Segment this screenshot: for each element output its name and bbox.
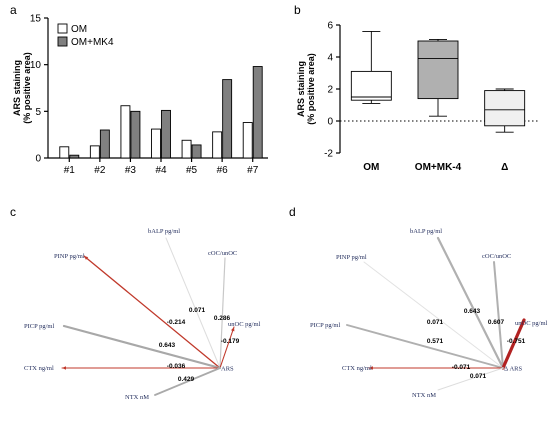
bar	[212, 131, 223, 159]
edge-coefficient: 0.071	[470, 373, 487, 380]
network-diagram-c: ARS bALP pg/ml 0.071 cOC/unOC 0.286 PINP pg/m…	[24, 228, 261, 401]
edge-line	[83, 255, 221, 369]
box	[484, 90, 526, 127]
box	[350, 70, 392, 101]
edge-arrowhead	[231, 327, 235, 332]
box-plot-b: -2 0 2 4 6 ARS staining(% positive area) OM OM+…	[296, 21, 540, 173]
x-tick-label: #5	[186, 165, 198, 176]
legend-label: OM+MK4	[71, 37, 114, 48]
node-label: PICP pg/ml	[24, 323, 54, 330]
bar	[222, 79, 233, 159]
x-tick-label: #6	[217, 165, 229, 176]
bar	[89, 145, 100, 159]
edge-arrowhead	[369, 366, 373, 370]
bar	[120, 105, 131, 159]
edge-coefficient: -0.071	[452, 364, 471, 371]
edge-line	[493, 261, 504, 369]
edge-coefficient: 0.071	[189, 307, 206, 314]
panel-label-d: d	[289, 205, 296, 219]
node-label: NTX nM	[125, 394, 149, 401]
y-axis-label: ARS staining(% positive area)	[12, 52, 32, 124]
node-label: PINP pg/ml	[54, 253, 85, 260]
edge-arrowhead	[520, 320, 525, 325]
edge-line	[62, 324, 222, 370]
panel-label-a: a	[10, 3, 17, 17]
panel-label-b: b	[294, 3, 301, 17]
bar	[161, 109, 171, 159]
y-tick-label: 5	[35, 107, 41, 118]
node-label: unOC pg/ml	[228, 321, 261, 328]
edge-line	[437, 367, 504, 391]
x-tick-label: #7	[247, 165, 259, 176]
edge-line	[165, 237, 221, 369]
edge-coefficient: -0.036	[167, 363, 186, 370]
x-tick-label: Δ	[501, 162, 508, 173]
node-label: unOC pg/ml	[515, 320, 548, 327]
y-tick-label: 6	[327, 21, 333, 32]
bar	[59, 146, 70, 159]
x-tick-label: #2	[94, 165, 106, 176]
edge-arrowhead	[62, 366, 66, 370]
node-label: PICP pg/ml	[310, 322, 340, 329]
node-label: bALP pg/ml	[148, 228, 180, 235]
bar	[151, 128, 161, 159]
y-tick-label: 4	[327, 53, 333, 64]
legend-swatch	[57, 23, 68, 34]
node-label: cOC/unOC	[482, 253, 511, 260]
bar	[181, 139, 192, 159]
edge-coefficient: 0.643	[159, 342, 176, 349]
edge-arrowhead	[84, 256, 89, 260]
node-label: CTX ng/ml	[342, 365, 372, 372]
x-tick-label: #4	[155, 165, 167, 176]
y-axis-label: ARS staining(% positive area)	[296, 53, 316, 125]
y-tick-label: 0	[327, 117, 333, 128]
network-diagram-d: Δ ARS bALP pg/ml 0.643 cOC/unOC 0.607 PINP pg…	[310, 228, 548, 399]
node-label: bALP pg/ml	[410, 228, 442, 235]
edge-coefficient: 0.429	[178, 376, 195, 383]
y-tick-label: 0	[35, 154, 41, 165]
x-tick-label: #3	[125, 165, 137, 176]
edge-coefficient: 0.071	[427, 319, 444, 326]
edge-coefficient: -0.214	[167, 319, 186, 326]
bar-chart-a: 0 5 10 15 ARS staining(% positive area) #1 #2 #…	[12, 14, 268, 176]
panel-label-c: c	[10, 205, 16, 219]
bar	[191, 144, 202, 159]
edge-line	[154, 367, 221, 396]
x-tick-label: #1	[64, 165, 76, 176]
center-node-label: Δ ARS	[504, 366, 522, 373]
bar	[130, 110, 141, 159]
x-tick-label: OM+MK-4	[415, 162, 462, 173]
center-node-label: ARS	[221, 366, 234, 373]
box	[417, 40, 459, 100]
edge-coefficient: 0.286	[214, 315, 231, 322]
node-label: PINP pg/ml	[336, 254, 367, 261]
edge-coefficient: 0.643	[464, 308, 481, 315]
bar	[252, 66, 263, 159]
edge-line	[501, 318, 526, 370]
node-label: cOC/unOC	[208, 250, 237, 257]
edge-coefficient: 0.607	[488, 319, 505, 326]
node-label: NTX nM	[412, 392, 436, 399]
edge-line	[346, 324, 504, 369]
x-tick-label: OM	[363, 162, 379, 173]
edge-line	[219, 326, 235, 369]
edge-line	[219, 257, 226, 369]
bar	[99, 129, 110, 159]
edge-coefficient: 0.571	[427, 338, 444, 345]
edge-line	[363, 261, 504, 369]
y-tick-label: 2	[327, 85, 333, 96]
node-label: CTX ng/ml	[24, 365, 54, 372]
legend-label: OM	[71, 24, 87, 35]
edge-coefficient: -0.751	[507, 338, 526, 345]
y-tick-label: 10	[30, 60, 42, 71]
y-tick-label: -2	[324, 149, 333, 160]
bar	[69, 154, 80, 159]
legend-swatch	[57, 36, 68, 47]
y-tick-label: 15	[30, 14, 42, 25]
edge-line	[436, 236, 505, 370]
edge-coefficient: -0.179	[221, 338, 240, 345]
bar	[242, 122, 253, 159]
